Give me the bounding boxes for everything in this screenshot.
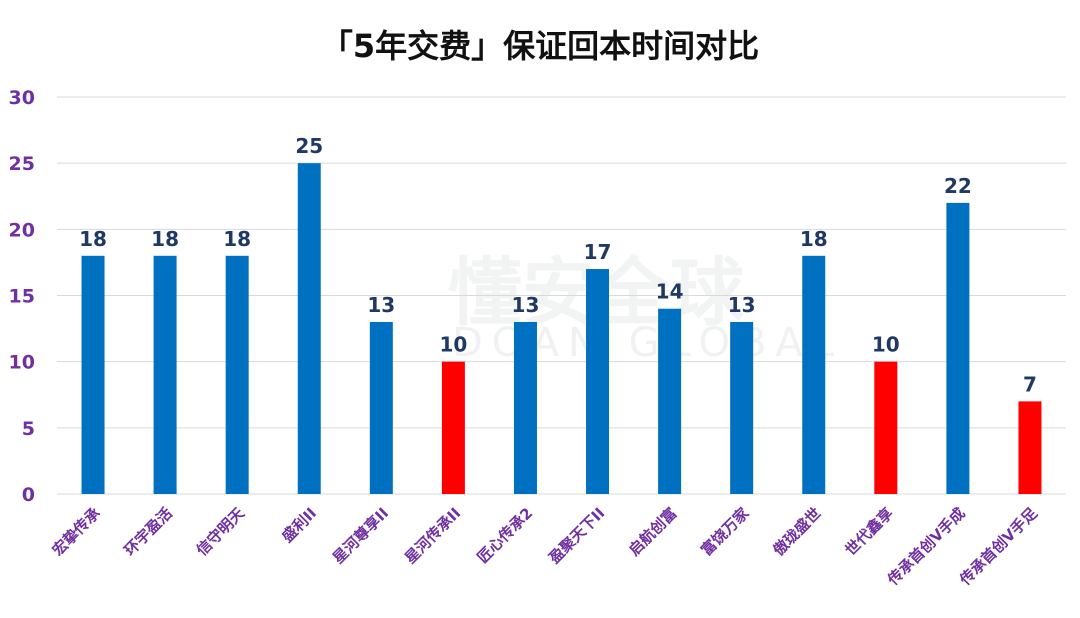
gridlines	[57, 96, 1066, 495]
bar	[297, 163, 321, 494]
bar	[153, 255, 177, 494]
y-tick-label: 10	[9, 352, 35, 374]
bar	[369, 321, 393, 494]
data-label: 18	[79, 227, 107, 251]
x-tick-label: 盛利II	[278, 504, 320, 546]
bar	[81, 255, 105, 494]
data-label: 10	[439, 333, 467, 357]
y-tick-label: 0	[22, 484, 35, 506]
bar	[1018, 401, 1042, 494]
x-tick-label: 匠心传承2	[474, 504, 537, 567]
bar	[513, 321, 537, 494]
data-label: 22	[944, 174, 972, 198]
y-tick-label: 30	[9, 87, 35, 109]
y-tick-label: 20	[9, 219, 35, 241]
data-label: 18	[223, 227, 251, 251]
y-tick-label: 25	[9, 153, 35, 175]
bars	[81, 163, 1042, 494]
bar	[874, 361, 898, 494]
data-label: 25	[295, 134, 323, 158]
bar	[441, 361, 465, 494]
x-tick-label: 传承首创V手足	[955, 503, 1041, 589]
x-tick-label: 启航创富	[625, 504, 680, 559]
data-label: 14	[656, 280, 684, 304]
bar	[225, 255, 249, 494]
x-tick-label: 星河尊享II	[329, 504, 392, 567]
data-label: 13	[367, 293, 395, 317]
bar	[730, 321, 754, 494]
x-tick-label: 傲珑盛世	[769, 504, 824, 559]
x-tick-label: 信守明天	[193, 503, 249, 559]
watermark-en: DOAN GLOBAL	[452, 320, 843, 366]
y-tick-label: 15	[9, 286, 35, 308]
data-label: 13	[728, 293, 756, 317]
bar	[586, 269, 610, 494]
chart-title: 「5年交费」保证回本时间对比	[321, 27, 759, 65]
data-label: 13	[512, 293, 540, 317]
x-tick-label: 星河传承II	[401, 504, 464, 567]
bar	[658, 308, 682, 494]
data-label: 18	[800, 227, 828, 251]
bar	[946, 202, 970, 494]
data-label: 17	[584, 240, 612, 264]
watermark: 懂安全球 DOAN GLOBAL	[448, 250, 843, 366]
y-tick-label: 5	[22, 418, 35, 440]
bar	[802, 255, 826, 494]
x-tick-label: 宏挚传承	[49, 504, 104, 559]
data-labels: 18 18 18 25 13 10 13 17 14 13 18 10 22 7	[79, 134, 1037, 396]
x-tick-label: 世代鑫享	[841, 504, 896, 559]
data-label: 7	[1023, 372, 1037, 396]
data-label: 10	[872, 333, 900, 357]
x-tick-label: 富饶万家	[697, 504, 752, 559]
y-axis-ticks: 0 5 10 15 20 25 30	[9, 87, 35, 506]
x-tick-label: 环宇盈活	[121, 504, 176, 559]
x-tick-label: 盈聚天下II	[545, 504, 609, 568]
x-axis-ticks: 宏挚传承 环宇盈活 信守明天 盛利II 星河尊享II 星河传承II 匠心传承2 盈聚天下II 启…	[49, 503, 1042, 589]
data-label: 18	[151, 227, 179, 251]
